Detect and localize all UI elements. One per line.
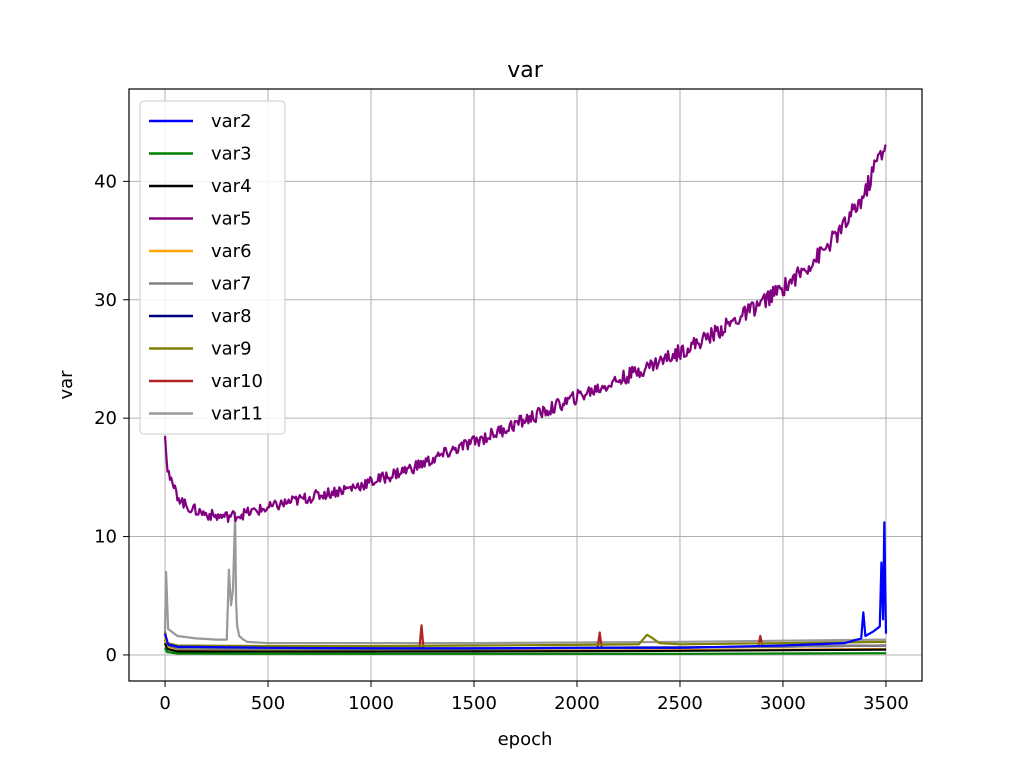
legend-label: var3 [211,144,252,165]
legend-box [139,100,286,435]
legend-label: var11 [211,404,263,425]
x-tick-label: 1000 [348,693,394,714]
y-axis-label: var [56,370,77,400]
series-line-var4 [163,642,887,653]
chart-title: var [507,58,544,83]
series-line-var9 [163,631,887,648]
series-line-var3 [164,647,887,655]
series-line-var11 [163,511,887,645]
legend-label: var2 [211,111,252,132]
plot-frame [128,88,923,682]
legend-label: var10 [211,371,263,392]
x-tick-label: 2500 [657,693,703,714]
x-tick-label: 3500 [863,693,909,714]
series-layer [163,144,888,655]
y-tick-label: 10 [94,527,117,548]
legend-label: var5 [211,209,252,230]
series-line-var5 [163,144,887,523]
legend: var2 var3 var4 var5 var6 var7 var8 var9 var10 var… [139,100,286,435]
x-tick-label: 2000 [554,693,600,714]
x-tick-label: 0 [159,693,170,714]
legend-label: var4 [211,176,252,197]
x-axis-label: epoch [498,729,553,750]
x-tick-label: 3000 [760,693,806,714]
legend-label: var8 [211,306,252,327]
x-tick-label: 500 [251,693,285,714]
x-axis: 0 500 1000 1500 2000 2500 3000 3500 [159,681,909,714]
legend-label: var6 [211,241,252,262]
legend-label: var9 [211,339,252,360]
legend-label: var7 [211,274,252,295]
y-tick-label: 20 [94,408,117,429]
series-line-var2 [163,521,888,650]
y-axis: 0 10 20 30 40 [94,171,129,666]
y-tick-label: 0 [106,645,117,666]
x-tick-label: 1500 [451,693,497,714]
y-tick-label: 30 [94,290,117,311]
y-tick-label: 40 [94,171,117,192]
